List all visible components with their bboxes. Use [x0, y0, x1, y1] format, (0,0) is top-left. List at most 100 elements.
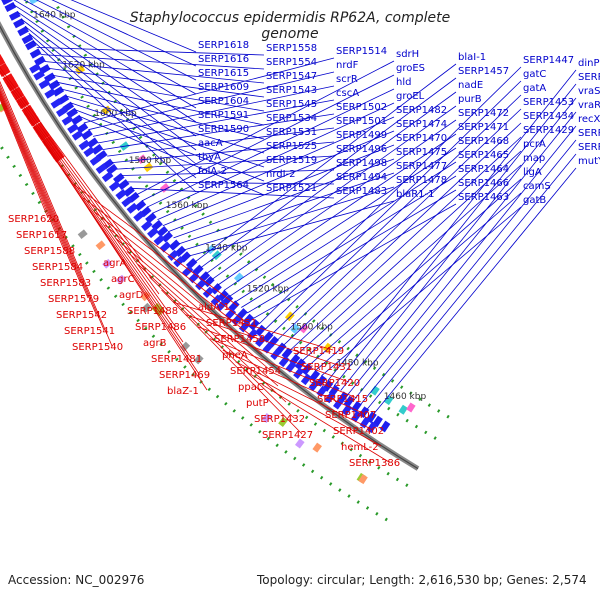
forward-gene-block: [29, 48, 42, 59]
forward-leader-line: [295, 150, 522, 356]
forward-gene-label: SERP1477: [396, 161, 447, 172]
forward-leader-line: [61, 88, 265, 140]
forward-gene-label: groEL: [396, 91, 425, 102]
reverse-gene-label: SERP1469: [159, 370, 210, 381]
reverse-gene-label: ppaC: [238, 382, 264, 393]
reverse-gene-label: SERP1541: [64, 326, 115, 337]
forward-leader-line: [321, 206, 522, 377]
reverse-leader-line: [0, 98, 49, 219]
reverse-gene-label: blaZ-1: [167, 386, 199, 397]
forward-gene-label: folA-2: [198, 166, 227, 177]
forward-leader-line: [258, 66, 522, 325]
reverse-gene-label: SERP1579: [48, 294, 99, 305]
forward-gene-label: scrR: [336, 74, 358, 85]
reverse-gene-label: SERP1486: [135, 322, 186, 333]
reverse-gene-block: [10, 86, 23, 97]
forward-gene-block: [168, 239, 181, 251]
reverse-gene-label: agrD: [119, 290, 144, 301]
forward-gene-block: [316, 385, 328, 398]
forward-leader-line: [70, 0, 197, 53]
forward-gene-block: [13, 18, 25, 29]
reverse-leader-line: [248, 372, 382, 447]
reverse-gene-block: [0, 57, 6, 68]
reverse-gene-block: [12, 90, 25, 101]
forward-leader-line: [253, 203, 457, 319]
forward-gene-block: [50, 98, 63, 109]
reverse-gene-label: SERP1451: [206, 318, 257, 329]
forward-gene-block: [210, 294, 223, 306]
forward-leader-line: [97, 99, 335, 144]
reverse-leader-line: [185, 314, 342, 367]
forward-gene-block: [147, 227, 159, 239]
forward-leader-line: [107, 127, 335, 157]
forward-gene-label: SERP1545: [266, 99, 317, 110]
forward-leader-line: [333, 83, 577, 386]
reverse-leader-line: [137, 264, 287, 403]
forward-leader-line: [212, 105, 457, 280]
forward-gene-block: [350, 410, 362, 423]
forward-leader-line: [223, 133, 457, 291]
reverse-leader-line: [0, 66, 144, 263]
forward-gene-label: SERP1466: [458, 178, 509, 189]
scale-label: 1500 kbp: [290, 323, 333, 333]
forward-gene-label: gatB: [523, 195, 546, 206]
forward-leader-line: [360, 139, 577, 406]
tick-ring-2: [0, 64, 409, 487]
forward-gene-label: SERP1464: [458, 164, 509, 175]
forward-leader-line: [116, 155, 335, 170]
reverse-leader-line: [261, 383, 390, 463]
reverse-gene-label: SERP1407: [325, 410, 376, 421]
forward-leader-line: [88, 71, 335, 131]
reverse-leader-line: [24, 112, 176, 327]
forward-leader-line: [353, 125, 577, 401]
forward-leader-line: [229, 147, 457, 297]
reverse-leader-line: [235, 361, 374, 431]
forward-gene-label: blaI-1: [458, 52, 486, 63]
forward-gene-label: purB: [458, 94, 482, 105]
forward-gene-label: SERP1618: [198, 40, 249, 51]
forward-gene-label: SERP1590: [198, 124, 249, 135]
forward-gene-block: [86, 137, 99, 149]
forward-gene-label: nadE: [458, 80, 483, 91]
forward-leader-line: [157, 116, 395, 220]
reverse-gene-block: [0, 54, 4, 65]
forward-leader-line: [102, 113, 335, 150]
forward-gene-label: SERP1494: [336, 172, 387, 183]
reverse-leader-line: [0, 89, 89, 299]
reverse-gene-block: [21, 104, 34, 116]
forward-gene-label: ligA: [523, 167, 542, 178]
forward-gene-label: nrdI-2: [266, 169, 296, 180]
forward-gene-block: [173, 256, 185, 268]
forward-gene-label: SERP1525: [266, 141, 317, 152]
forward-gene-label: gatA: [523, 83, 546, 94]
accession-text: Accession: NC_002976: [8, 573, 145, 587]
reverse-leader-line: [0, 93, 73, 267]
reverse-gene-label: SERP1583: [40, 278, 91, 289]
forward-gene-label: vraS: [578, 86, 600, 97]
forward-gene-label: gatC: [523, 69, 546, 80]
reverse-leader-line: [149, 276, 295, 419]
forward-gene-block: [248, 319, 260, 331]
forward-gene-block: [308, 379, 320, 392]
reverse-leader-line: [0, 96, 57, 235]
forward-gene-block: [270, 348, 282, 361]
forward-gene-label: SERP1453: [523, 97, 574, 108]
reverse-gene-label: SERP1540: [72, 342, 123, 353]
forward-gene-block: [247, 328, 259, 340]
forward-gene-label: SERP1543: [266, 85, 317, 96]
forward-gene-label: recX: [578, 114, 600, 125]
forward-leader-line: [40, 54, 265, 70]
forward-leader-line: [167, 144, 395, 233]
forward-gene-label: sdrH: [396, 49, 419, 60]
forward-gene-block: [34, 55, 46, 67]
forward-leader-line: [200, 77, 457, 268]
reverse-leader-line: [33, 127, 184, 343]
feature-block: [233, 272, 244, 283]
reverse-leader-line: [0, 70, 152, 279]
forward-gene-block: [134, 200, 147, 211]
genome-backbone-edge: [0, 24, 419, 470]
forward-gene-label: SERP1475: [396, 147, 447, 158]
forward-gene-label: SERP1434: [523, 111, 574, 122]
forward-gene-block: [333, 397, 344, 410]
forward-leader-line: [79, 115, 265, 196]
